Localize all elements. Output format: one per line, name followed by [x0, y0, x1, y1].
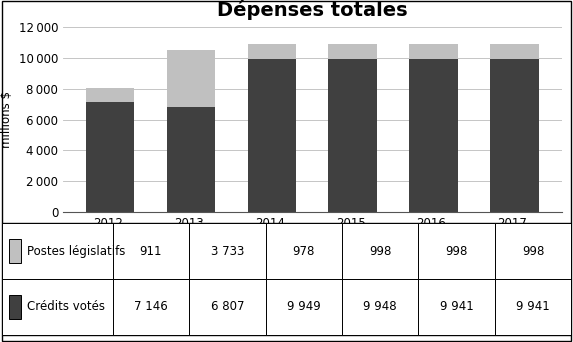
Bar: [328, 43, 377, 59]
Text: 9 941: 9 941: [516, 301, 550, 314]
Bar: [86, 102, 134, 212]
Text: 3 733: 3 733: [211, 245, 244, 258]
Bar: [490, 59, 539, 212]
Bar: [2, 279, 113, 335]
Bar: [409, 44, 458, 59]
Bar: [266, 223, 342, 279]
Bar: [409, 59, 458, 212]
Bar: [9, 239, 21, 263]
Text: 998: 998: [445, 245, 468, 258]
Bar: [495, 279, 571, 335]
Bar: [328, 59, 377, 212]
Bar: [167, 107, 215, 212]
Text: 7 146: 7 146: [134, 301, 168, 314]
Bar: [113, 223, 189, 279]
Bar: [248, 59, 296, 212]
Bar: [266, 279, 342, 335]
Text: 911: 911: [140, 245, 162, 258]
Bar: [248, 44, 296, 59]
Bar: [2, 223, 113, 279]
Bar: [167, 50, 215, 107]
Text: 978: 978: [293, 245, 315, 258]
Text: 6 807: 6 807: [211, 301, 244, 314]
Y-axis label: millions $: millions $: [0, 91, 13, 148]
Bar: [113, 279, 189, 335]
Bar: [189, 279, 266, 335]
Bar: [418, 279, 495, 335]
Text: 998: 998: [522, 245, 544, 258]
Title: Dépenses totales: Dépenses totales: [217, 0, 407, 20]
Bar: [189, 223, 266, 279]
Text: Crédits votés: Crédits votés: [27, 301, 105, 314]
Bar: [9, 295, 21, 319]
Bar: [418, 223, 495, 279]
Text: Postes législatifs: Postes législatifs: [27, 245, 125, 258]
Bar: [86, 88, 134, 102]
Bar: [495, 223, 571, 279]
Bar: [342, 279, 418, 335]
Text: 9 948: 9 948: [363, 301, 397, 314]
Bar: [342, 223, 418, 279]
Bar: [490, 44, 539, 59]
Text: 9 941: 9 941: [440, 301, 473, 314]
Text: 998: 998: [369, 245, 391, 258]
Text: 9 949: 9 949: [287, 301, 321, 314]
